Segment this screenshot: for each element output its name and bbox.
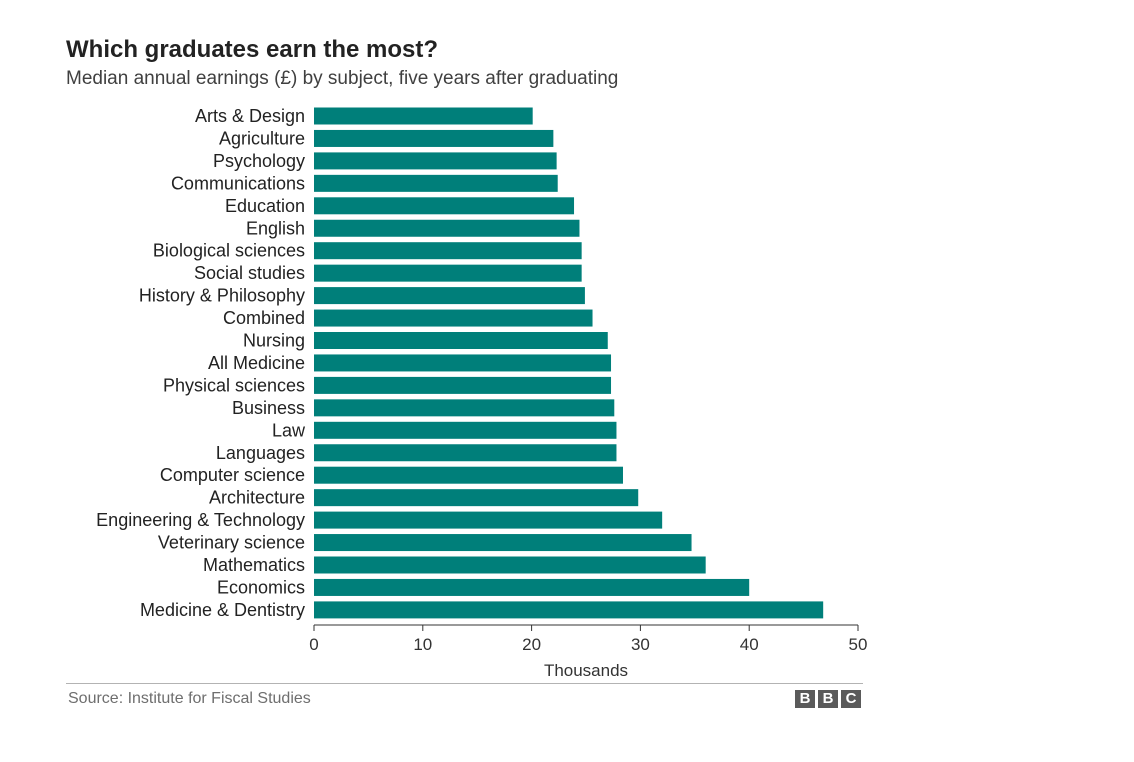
bar — [314, 421, 617, 439]
source-note: Source: Institute for Fiscal Studies — [68, 690, 311, 707]
bar — [314, 354, 612, 372]
category-label: Law — [272, 420, 306, 440]
bbc-logo-letter-2: B — [818, 690, 838, 708]
bar — [314, 287, 585, 305]
category-label: Communications — [171, 173, 305, 193]
category-label: All Medicine — [208, 353, 305, 373]
x-tick-label: 40 — [740, 635, 759, 654]
bar — [314, 489, 639, 507]
category-label: Arts & Design — [195, 106, 305, 126]
category-label: Combined — [223, 308, 305, 328]
x-tick-label: 20 — [522, 635, 541, 654]
category-label: Physical sciences — [163, 375, 305, 395]
category-label: Agriculture — [219, 128, 305, 148]
category-label: Business — [232, 398, 305, 418]
source-divider — [66, 683, 863, 684]
bar — [314, 399, 615, 417]
category-label: Engineering & Technology — [96, 510, 305, 530]
bar — [314, 534, 692, 552]
bar — [314, 601, 824, 619]
category-label: Nursing — [243, 331, 305, 351]
bar — [314, 556, 706, 574]
x-axis-label: Thousands — [544, 661, 628, 680]
category-label: Medicine & Dentistry — [140, 600, 305, 620]
category-label: Architecture — [209, 488, 305, 508]
bar — [314, 511, 663, 529]
x-tick-label: 10 — [413, 635, 432, 654]
x-tick-label: 30 — [631, 635, 650, 654]
bar — [314, 376, 612, 394]
category-label: History & Philosophy — [139, 286, 305, 306]
category-label: Biological sciences — [153, 241, 305, 261]
bar — [314, 466, 623, 484]
bar — [314, 309, 593, 327]
category-label: Computer science — [160, 465, 305, 485]
chart-subtitle: Median annual earnings (£) by subject, f… — [66, 68, 619, 89]
bar — [314, 107, 533, 125]
bar — [314, 578, 750, 596]
bar — [314, 264, 582, 282]
bar — [314, 197, 575, 215]
category-label: Economics — [217, 577, 305, 597]
bbc-logo-letter-3: C — [841, 690, 861, 708]
x-tick-label: 0 — [309, 635, 318, 654]
category-label: English — [246, 218, 305, 238]
bbc-logo: B B C — [795, 690, 861, 708]
bar — [314, 174, 558, 192]
category-label: Social studies — [194, 263, 305, 283]
bbc-logo-letter-1: B — [795, 690, 815, 708]
category-label: Psychology — [213, 151, 305, 171]
bar — [314, 152, 557, 170]
category-label: Education — [225, 196, 305, 216]
category-label: Veterinary science — [158, 533, 305, 553]
category-label: Mathematics — [203, 555, 305, 575]
bar — [314, 242, 582, 260]
bar — [314, 219, 580, 237]
chart-title: Which graduates earn the most? — [66, 36, 439, 63]
bar — [314, 332, 608, 349]
bar — [314, 444, 617, 462]
category-label: Languages — [216, 443, 305, 463]
bar — [314, 129, 554, 147]
x-tick-label: 50 — [849, 635, 868, 654]
